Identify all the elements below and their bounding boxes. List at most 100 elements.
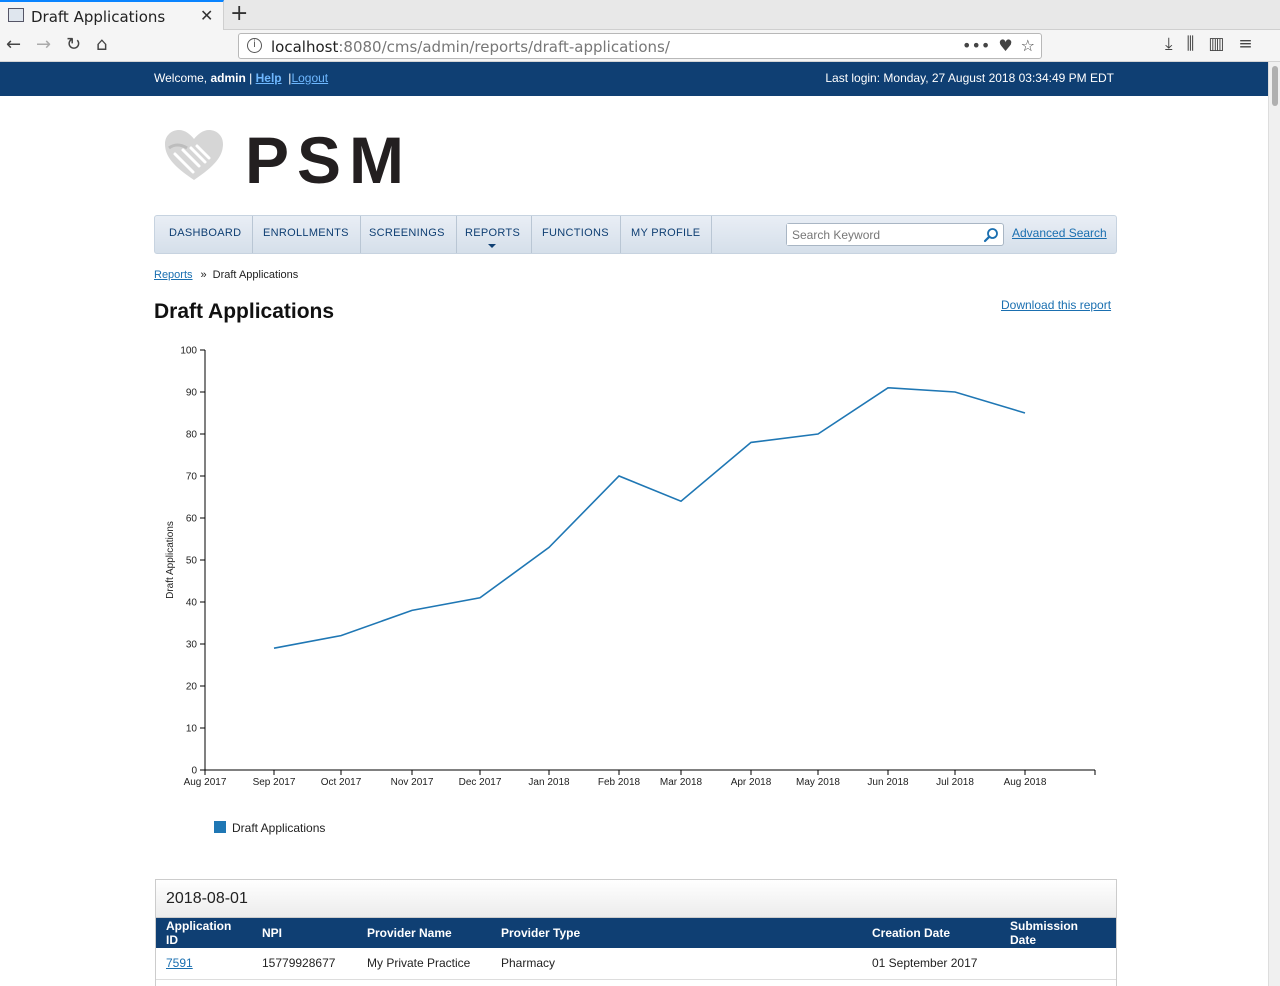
group-label: 2018-08-01 — [156, 880, 1116, 918]
welcome-text: Welcome, admin | Help |Logout — [154, 71, 329, 85]
col-submission-date[interactable]: Submission Date — [1000, 918, 1116, 948]
x-tick-label: Aug 2018 — [1004, 777, 1047, 788]
browser-toolbar: ← → ↻ ⌂ i localhost:8080/cms/admin/repor… — [0, 30, 1280, 62]
y-tick-label: 20 — [186, 682, 198, 693]
library-icon[interactable]: ⫼ — [1186, 34, 1195, 54]
menu-item-reports[interactable]: REPORTS — [451, 216, 533, 253]
forward-icon[interactable]: → — [36, 34, 52, 55]
report-table-panel: 2018-08-01 Application ID NPI Provider N… — [155, 879, 1117, 986]
x-tick-label: May 2018 — [796, 777, 840, 788]
breadcrumb-reports-link[interactable]: Reports — [154, 269, 193, 281]
home-icon[interactable]: ⌂ — [96, 34, 108, 55]
page-favicon-icon — [8, 8, 24, 22]
col-provider-type[interactable]: Provider Type — [491, 918, 862, 948]
y-tick-label: 60 — [186, 514, 198, 525]
y-tick-label: 90 — [186, 388, 198, 399]
new-tab-icon[interactable]: + — [230, 1, 249, 26]
sidebar-icon[interactable]: ▥ — [1208, 34, 1225, 54]
col-provider-name[interactable]: Provider Name — [357, 918, 491, 948]
col-npi[interactable]: NPI — [252, 918, 357, 948]
address-bar[interactable]: i localhost:8080/cms/admin/reports/draft… — [238, 33, 1042, 59]
series-line-draft-applications — [273, 386, 1026, 649]
url-host: localhost — [271, 38, 339, 56]
y-tick-label: 70 — [186, 472, 198, 483]
menu-item-screenings[interactable]: SCREENINGS — [355, 216, 457, 253]
back-icon[interactable]: ← — [6, 34, 22, 55]
menu-icon[interactable]: ≡ — [1238, 34, 1253, 54]
menu-item-functions[interactable]: FUNCTIONS — [528, 216, 621, 253]
psm-logo: PSM — [163, 123, 413, 197]
draft-applications-table: Application ID NPI Provider Name Provide… — [156, 918, 1116, 980]
cell-submission-date — [1000, 948, 1116, 980]
y-tick-label: 100 — [180, 346, 197, 357]
legend-swatch — [214, 821, 226, 833]
x-tick-label: Sep 2017 — [253, 777, 296, 788]
url-path: :8080/cms/admin/reports/draft-applicatio… — [338, 38, 670, 56]
close-tab-icon[interactable]: ✕ — [200, 6, 214, 25]
table-header-row: Application ID NPI Provider Name Provide… — [156, 918, 1116, 948]
logo-text: PSM — [245, 123, 413, 197]
cell-provider-type: Pharmacy — [491, 948, 862, 980]
keyword-search — [786, 223, 1004, 246]
pocket-icon[interactable]: ♥ — [998, 36, 1013, 55]
scrollbar-thumb[interactable] — [1272, 66, 1278, 106]
y-tick-label: 0 — [191, 766, 197, 777]
x-tick-label: Oct 2017 — [321, 777, 362, 788]
menu-item-reports-label: REPORTS — [465, 227, 521, 239]
hands-heart-icon — [165, 130, 223, 180]
y-tick-label: 30 — [186, 640, 198, 651]
last-login-text: Last login: Monday, 27 August 2018 03:34… — [825, 71, 1114, 85]
x-tick-label: Jun 2018 — [867, 777, 909, 788]
dropdown-caret-icon — [488, 244, 497, 248]
url-text[interactable]: localhost:8080/cms/admin/reports/draft-a… — [271, 38, 670, 56]
bookmark-star-icon[interactable]: ☆ — [1020, 36, 1035, 55]
browser-tab-bar: Draft Applications ✕ + — [0, 0, 1280, 30]
page-actions-icon[interactable]: ••• — [962, 36, 991, 55]
cell-creation-date: 01 September 2017 — [862, 948, 1000, 980]
y-tick-label: 10 — [186, 724, 198, 735]
username: admin — [210, 71, 246, 85]
x-tick-label: Nov 2017 — [391, 777, 434, 788]
browser-tab[interactable]: Draft Applications ✕ — [0, 0, 224, 30]
chart-axes: 0 10 20 30 40 50 60 70 80 90 100 Aug 2017 Sep 2017 Oc… — [180, 346, 1096, 788]
table-row: 7591 15779928677 My Private Practice Pha… — [156, 948, 1116, 980]
x-tick-label: Feb 2018 — [598, 777, 641, 788]
col-application-id[interactable]: Application ID — [156, 918, 252, 948]
welcome-prefix: Welcome, — [154, 71, 208, 85]
col-creation-date[interactable]: Creation Date — [862, 918, 1000, 948]
cell-application-id: 7591 — [156, 948, 252, 980]
breadcrumb-separator: » — [200, 269, 207, 281]
breadcrumb-current: Draft Applications — [212, 269, 299, 281]
y-axis-label: Draft Applications — [165, 521, 176, 599]
download-report-link[interactable]: Download this report — [1001, 298, 1112, 312]
application-id-link[interactable]: 7591 — [166, 956, 193, 971]
site-info-icon[interactable]: i — [247, 38, 262, 53]
page-title: Draft Applications — [154, 300, 335, 323]
breadcrumb: Reports » Draft Applications — [154, 269, 298, 281]
draft-applications-chart: 0 10 20 30 40 50 60 70 80 90 100 Aug 2017 Sep 2017 Oc… — [165, 346, 1096, 788]
search-input[interactable] — [787, 224, 977, 245]
main-menu: DASHBOARD ENROLLMENTS SCREENINGS REPORTS… — [154, 215, 1117, 254]
advanced-search-link[interactable]: Advanced Search — [1012, 226, 1107, 240]
downloads-icon[interactable]: ⤓ — [1165, 34, 1173, 54]
search-icon[interactable] — [983, 227, 999, 243]
x-tick-label: Aug 2017 — [184, 777, 227, 788]
x-tick-label: Jan 2018 — [528, 777, 570, 788]
menu-item-dashboard[interactable]: DASHBOARD — [155, 216, 254, 253]
x-tick-label: Jul 2018 — [936, 777, 974, 788]
cell-npi: 15779928677 — [252, 948, 357, 980]
x-tick-label: Dec 2017 — [459, 777, 502, 788]
logout-link[interactable]: Logout — [291, 71, 329, 85]
x-tick-label: Apr 2018 — [731, 777, 772, 788]
help-link[interactable]: Help — [255, 71, 282, 85]
y-tick-label: 50 — [186, 556, 198, 567]
x-tick-label: Mar 2018 — [660, 777, 703, 788]
reload-icon[interactable]: ↻ — [66, 34, 82, 55]
menu-item-enrollments[interactable]: ENROLLMENTS — [249, 216, 361, 253]
legend-label: Draft Applications — [232, 821, 326, 835]
chart-legend: Draft Applications — [214, 821, 325, 835]
menu-item-my-profile[interactable]: MY PROFILE — [617, 216, 713, 253]
tab-title: Draft Applications — [31, 8, 166, 26]
page-scrollbar[interactable] — [1268, 62, 1280, 986]
cell-provider-name: My Private Practice — [357, 948, 491, 980]
